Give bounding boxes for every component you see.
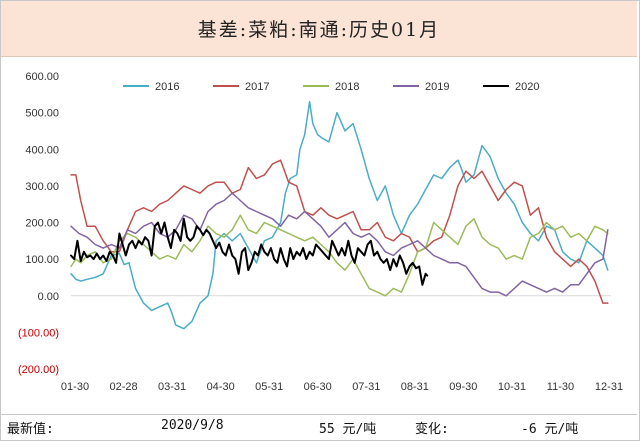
x-tick-label: 03-31 xyxy=(158,381,186,393)
x-tick-label: 09-30 xyxy=(449,381,477,393)
latest-date: 2020/9/8 xyxy=(161,418,224,433)
legend-item-2020: 2020 xyxy=(483,81,539,93)
x-tick-label: 07-31 xyxy=(352,381,380,393)
x-tick-label: 10-31 xyxy=(498,381,526,393)
legend-item-2019: 2019 xyxy=(393,81,449,93)
x-tick-label: 06-30 xyxy=(304,381,332,393)
legend-label: 2017 xyxy=(245,81,269,93)
y-tick-label: 600.00 xyxy=(25,71,59,83)
legend-label: 2018 xyxy=(335,81,359,93)
legend-item-2018: 2018 xyxy=(303,81,359,93)
y-tick-label: 200.00 xyxy=(25,218,59,230)
series-line-2016 xyxy=(70,100,609,330)
x-tick-label: 08-31 xyxy=(401,381,429,393)
y-tick-label: 100.00 xyxy=(25,254,59,266)
change-label: 变化: xyxy=(415,422,449,437)
legend-label: 2016 xyxy=(155,81,179,93)
y-tick-label: (100.00) xyxy=(18,327,59,339)
x-tick-label: 05-31 xyxy=(255,381,283,393)
change-value: -6 元/吨 xyxy=(521,422,579,437)
legend-item-2016: 2016 xyxy=(123,81,179,93)
series-line-2017 xyxy=(70,159,609,304)
x-tick-label: 01-30 xyxy=(61,381,89,393)
series-line-2020 xyxy=(70,217,429,286)
series-line-2018 xyxy=(70,214,609,297)
y-tick-label: 0.00 xyxy=(38,291,59,303)
x-tick-label: 02-28 xyxy=(109,381,137,393)
y-tick-label: 500.00 xyxy=(25,108,59,120)
legend-item-2017: 2017 xyxy=(213,81,269,93)
x-tick-label: 04-30 xyxy=(207,381,235,393)
latest-label: 最新值: xyxy=(7,422,54,437)
chart-area: 600.00 500.00 400.00 300.00 200.00 100.00 0.00… xyxy=(1,57,637,413)
title-bar: 基差:菜粕:南通:历史01月 xyxy=(1,1,637,57)
latest-value: 55 元/吨 xyxy=(319,422,377,437)
y-tick-label: 400.00 xyxy=(25,144,59,156)
x-tick-label: 11-30 xyxy=(547,381,574,393)
y-tick-label: 300.00 xyxy=(25,181,59,193)
footer-bar: 最新值: 2020/9/8 55 元/吨 变化: -6 元/吨 xyxy=(1,414,637,439)
chart-title: 基差:菜粕:南通:历史01月 xyxy=(197,19,441,41)
y-tick-label: (200.00) xyxy=(18,364,59,376)
legend-label: 2019 xyxy=(425,81,449,93)
line-chart: 600.00 500.00 400.00 300.00 200.00 100.00 0.00… xyxy=(18,71,623,393)
x-tick-label: 12-31 xyxy=(595,381,623,393)
legend-label: 2020 xyxy=(515,81,539,93)
